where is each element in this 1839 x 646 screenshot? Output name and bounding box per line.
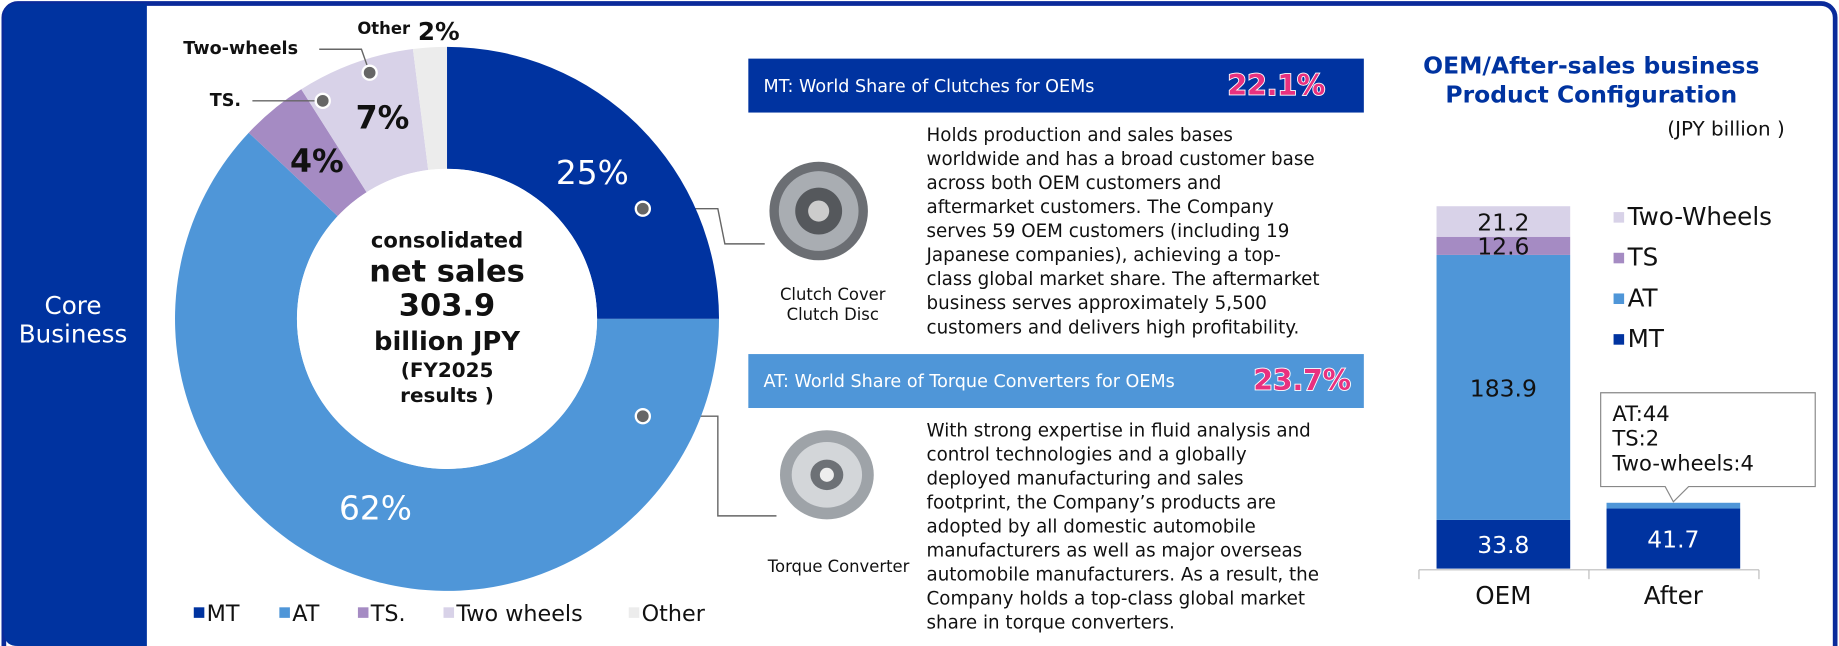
legend-swatch [1613,334,1625,345]
leader-dot [634,408,652,425]
legend-label: MT [1628,324,1665,353]
x-tick-label: After [1644,581,1704,610]
data-label: 41.7 [1647,525,1699,553]
legend-label: Two wheels [455,601,582,627]
panel-title: MT: World Share of Clutches for OEMs [764,77,1095,97]
legend-swatch [1613,252,1625,264]
center-text: net sales [369,255,524,290]
donut-slice [412,46,448,171]
donut-slice [447,46,720,319]
bar-segment [1606,502,1741,509]
data-label: 21.2 [1477,208,1529,236]
annotation-line: Two-wheels:4 [1611,450,1754,475]
body-line: manufacturers as well as major overseas [927,541,1303,562]
legend-swatch [1613,293,1625,305]
panel-share: 22.1% [1228,69,1326,102]
body-line: aftermarket customers. The Company [927,197,1275,218]
legend-label: TS [1627,243,1659,272]
bar-segment [1436,254,1571,520]
legend-label: Other [642,601,706,627]
body-line: worldwide and has a broad customer base [927,149,1315,170]
donut-slice [301,49,429,193]
legend-swatch [357,607,369,618]
center-text: consolidated [371,228,523,253]
body-line: Company holds a top-class global market [927,589,1305,610]
body-line: adopted by all domestic automobile [927,517,1256,538]
legend-swatch [193,607,205,618]
side-label: Business [19,319,128,348]
legend-swatch [443,607,455,618]
legend-swatch [279,607,290,618]
data-label: 183.9 [1470,374,1537,402]
center-text: billion JPY [374,327,520,357]
data-label: 2% [418,17,460,46]
bar-segment [1436,206,1571,237]
image-caption: Torque Converter [767,557,910,576]
donut-slice [175,132,720,591]
image-caption: Clutch Disc [787,305,879,324]
center-text: results ) [400,384,494,407]
legend-label: MT [207,601,240,627]
callout-line [319,48,371,73]
callout-label: Two-wheels [183,39,298,59]
clutch-icon [769,161,868,261]
panel-title: AT: World Share of Torque Converters for… [764,372,1175,392]
panel-header [748,354,1364,408]
torque-converter-icon [779,430,874,520]
data-label: 12.6 [1477,233,1529,261]
body-line: customers and delivers high profitabilit… [927,317,1300,338]
chart-title: OEM/After-sales business [1423,51,1759,79]
donut-slice [248,89,367,217]
bar-segment [1436,236,1571,255]
legend-label: AT [292,601,320,627]
callout-label: Other [357,19,411,38]
center-text: 303.9 [399,289,495,324]
callout-dot [314,92,331,110]
donut-hole [296,168,598,469]
body-line: business serves approximately 5,500 [927,293,1267,314]
body-line: deployed manufacturing and sales [927,469,1244,490]
image-caption: Clutch Cover [780,285,886,304]
chart-subtitle: (JPY billion ) [1667,118,1784,141]
data-label: 33.8 [1477,531,1529,559]
body-line: automobile manufacturers. As a result, t… [927,565,1319,586]
legend-label: TS. [370,601,406,627]
side-label: Core [45,291,102,320]
body-line: footprint, the Company’s products are [927,493,1276,514]
annotation-line: TS:2 [1611,426,1659,451]
data-label: 62% [339,490,412,528]
side-panel [3,3,147,646]
legend-label: Two-Wheels [1627,202,1772,231]
bar-segment [1606,508,1741,569]
leader-dot [634,200,652,217]
legend-swatch [628,607,640,618]
body-line: across both OEM customers and [927,173,1222,194]
body-line: Holds production and sales bases [927,125,1233,146]
body-line: Japanese companies), achieving a top- [926,245,1281,266]
data-label: 7% [356,101,410,137]
annotation-box [1600,392,1816,503]
panel-share: 23.7% [1253,364,1351,397]
legend-label: AT [1628,283,1659,312]
callout-dot [361,64,378,81]
x-tick-label: OEM [1475,581,1531,610]
data-label: 4% [290,144,344,180]
body-line: serves 59 OEM customers (including 19 [927,221,1290,242]
panel-header [748,58,1364,113]
center-text: (FY2025 [401,359,494,382]
body-line: With strong expertise in fluid analysis … [927,420,1311,441]
legend-swatch [1613,212,1625,223]
annotation-line: AT:44 [1612,401,1669,426]
chart-title: Product Configuration [1445,81,1737,109]
bar-segment [1436,519,1571,569]
body-line: class global market share. The aftermark… [927,269,1320,290]
data-label: 25% [556,154,629,192]
callout-label: TS. [210,91,241,111]
body-line: control technologies and a globally [927,444,1247,465]
body-line: share in torque converters. [927,613,1175,634]
